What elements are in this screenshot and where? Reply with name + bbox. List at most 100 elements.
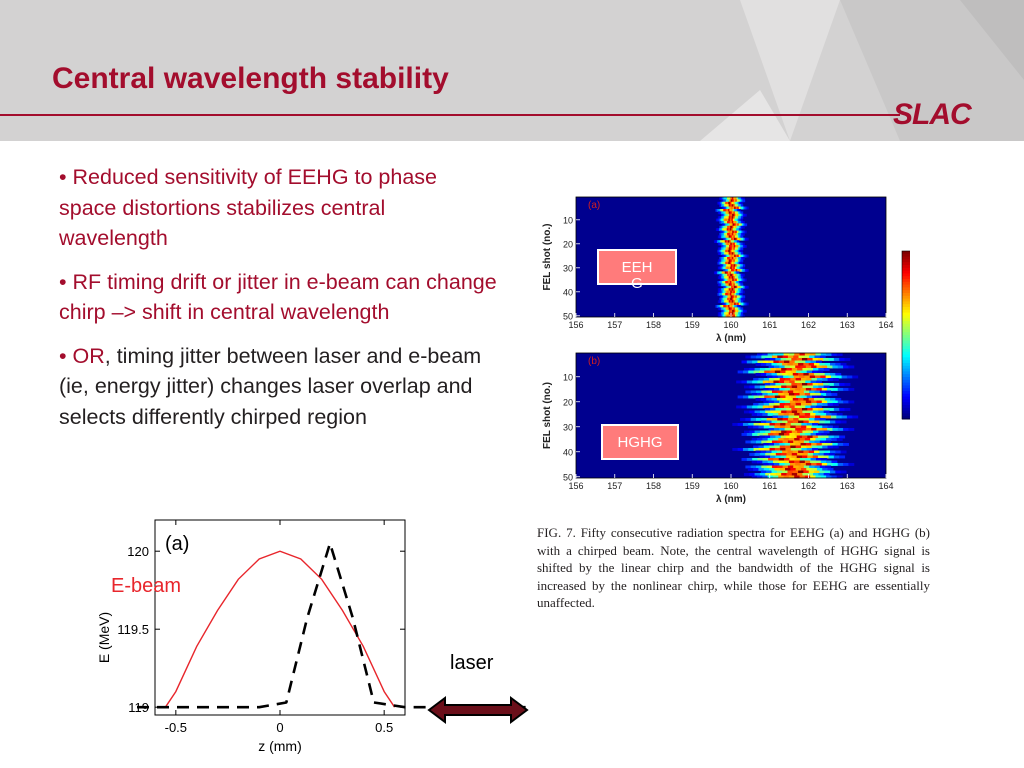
- heatmap-cell: [766, 420, 773, 424]
- heatmap-cell: [783, 413, 790, 416]
- heatmap-cell: [769, 395, 776, 399]
- heatmap-cell: [727, 233, 730, 236]
- heatmap-cell: [770, 435, 776, 439]
- heatmap-cell: [795, 400, 802, 404]
- heatmap-cell: [727, 288, 730, 291]
- heatmap-cell: [727, 302, 731, 306]
- heatmap-cell: [815, 458, 822, 461]
- heatmap-cell: [723, 209, 726, 212]
- heatmap-cell: [773, 443, 780, 446]
- heatmap-cell: [735, 245, 738, 248]
- heatmap-cell: [720, 204, 724, 207]
- heatmap-cell: [819, 390, 826, 394]
- heatmap-cell: [800, 403, 807, 406]
- heatmap-cell: [727, 269, 731, 272]
- heatmap-cell: [719, 300, 722, 303]
- colorbar-segment: [902, 360, 911, 364]
- heatmap-cell: [724, 247, 727, 251]
- heatmap-cell: [735, 285, 738, 289]
- heatmap-cell: [723, 269, 726, 272]
- heatmap-cell: [739, 281, 742, 284]
- heatmap-cell: [722, 312, 725, 315]
- heatmap-cell: [801, 408, 808, 411]
- heatmap-cell: [737, 235, 741, 239]
- heatmap-cell: [821, 443, 828, 446]
- heatmap-cell: [724, 307, 727, 311]
- heatmap-cell: [731, 223, 734, 227]
- heatmap-cell: [734, 276, 738, 279]
- colorbar-segment: [902, 365, 911, 370]
- heatmap-cell: [799, 375, 806, 379]
- heatmap-cell: [803, 420, 810, 424]
- heatmap-cell: [726, 271, 729, 275]
- panel-label: (a): [588, 200, 600, 211]
- heatmap-cell: [773, 405, 780, 409]
- heatmap-cell: [725, 293, 728, 296]
- heatmap-cell: [741, 204, 744, 207]
- heatmap-cell: [732, 209, 735, 212]
- heatmap-cell: [801, 358, 808, 361]
- heatmap-cell: [727, 307, 730, 311]
- heatmap-cell: [736, 405, 743, 409]
- heatmap-cell: [780, 455, 787, 459]
- heatmap-cell: [828, 453, 835, 456]
- colorbar-segment: [902, 281, 911, 286]
- heatmap-cell: [814, 418, 821, 421]
- heatmap-cell: [731, 283, 734, 287]
- heatmap-cell: [780, 423, 787, 426]
- heatmap-cell: [806, 395, 813, 399]
- heatmap-cell: [732, 199, 735, 203]
- heatmap-cell: [717, 271, 720, 275]
- heatmap-cell: [717, 218, 720, 222]
- heatmap-cell: [790, 423, 797, 426]
- heatmap-cell: [740, 201, 743, 205]
- heatmap-cell: [770, 358, 776, 361]
- heatmap-cell: [729, 278, 732, 282]
- heatmap-cell: [777, 355, 784, 359]
- heatmap-cell: [739, 300, 742, 303]
- heatmap-cell: [764, 383, 771, 386]
- heatmap-cell: [742, 297, 745, 301]
- plot-frame: [154, 519, 406, 716]
- heatmap-cell: [713, 271, 717, 275]
- heatmap-cell: [736, 247, 739, 251]
- heatmap-cell: [732, 249, 736, 253]
- heatmap-cell: [798, 418, 805, 421]
- heatmap-cell: [764, 455, 771, 459]
- heatmap-cell: [725, 259, 728, 263]
- heatmap-cell: [825, 390, 832, 394]
- bullet-list: • Reduced sensitivity of EEHG to phase s…: [59, 162, 499, 445]
- heatmap-cell: [737, 261, 740, 265]
- heatmap-cell: [810, 380, 817, 384]
- heatmap-cell: [735, 199, 738, 203]
- heatmap-cell: [735, 209, 738, 212]
- heatmap-cell: [739, 283, 742, 287]
- label-box: [601, 424, 679, 460]
- heatmap-cell: [823, 435, 830, 439]
- heatmap-cell: [729, 213, 732, 217]
- heatmap-cell: [763, 378, 770, 381]
- heatmap-cell: [742, 221, 745, 224]
- heatmap-cell: [829, 450, 836, 454]
- heatmap-cell: [720, 249, 723, 253]
- heatmap-cell: [727, 264, 730, 267]
- heatmap-cell: [805, 400, 812, 404]
- heatmap-cell: [789, 463, 796, 466]
- heatmap-cell: [782, 363, 789, 366]
- heatmap-cell: [784, 443, 791, 446]
- heatmap-cell: [724, 252, 727, 255]
- heatmap-cell: [795, 425, 802, 429]
- heatmap-cell: [741, 307, 744, 311]
- heatmap-cell: [811, 403, 818, 406]
- heatmap-cell: [737, 307, 741, 311]
- heatmap-cell: [770, 408, 776, 411]
- heatmap-cell: [804, 438, 811, 441]
- heatmap-cell: [807, 358, 814, 361]
- heatmap-cell: [811, 428, 818, 431]
- heatmap-cell: [734, 290, 738, 294]
- heatmap-cell: [820, 438, 827, 441]
- heatmap-cell: [762, 380, 769, 384]
- heatmap-cell: [731, 300, 734, 303]
- heatmap-cell: [782, 398, 789, 401]
- heatmap-cell: [785, 395, 792, 399]
